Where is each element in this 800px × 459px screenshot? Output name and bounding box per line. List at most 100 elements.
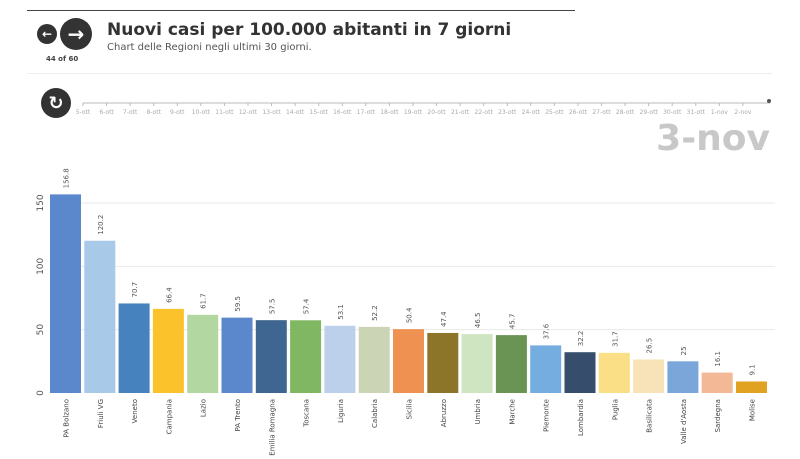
timeline-tick-label[interactable]: 21-ott [451,109,470,116]
bar-value-label: 66.4 [165,287,173,303]
bar[interactable] [118,303,150,393]
chart-title: Nuovi casi per 100.000 abitanti in 7 gio… [107,20,512,40]
slide-counter: 44 of 60 [46,55,79,63]
bar-value-label: 47.4 [440,311,448,327]
timeline-tick-label[interactable]: 30-ott [663,109,682,116]
bar-value-label: 16.1 [714,351,722,367]
timeline-tick-label[interactable]: 29-ott [640,109,659,116]
category-label: Sardegna [714,399,722,432]
bar-value-label: 26.5 [646,338,654,354]
bar[interactable] [84,240,116,393]
category-label: Toscana [303,399,311,428]
category-label: Calabria [371,399,379,428]
bar-value-label: 57.4 [303,298,311,314]
timeline-tick-label[interactable]: 24-ott [522,109,541,116]
category-label: Friuli VG [97,399,105,428]
bar-value-label: 37.6 [543,323,551,339]
category-label: Puglia [611,399,619,420]
timeline-tick-label[interactable]: 1-nov [711,109,728,116]
category-label: Molise [749,399,757,421]
category-label: Valle d'Aosta [680,399,688,444]
timeline-handle[interactable] [767,99,771,103]
category-label: Lazio [200,399,208,417]
y-tick-label: 150 [36,194,46,211]
timeline-tick-label[interactable]: 6-ott [99,109,114,116]
bar-value-label: 46.5 [474,313,482,329]
category-label: Abruzzo [440,399,448,427]
category-label: Piemonte [543,399,551,432]
bar-value-label: 53.1 [337,304,345,320]
bar[interactable] [461,334,493,393]
y-tick-label: 100 [36,257,46,274]
bar[interactable] [495,335,527,393]
header-divider [27,73,772,74]
replay-button[interactable]: ↻ [41,88,71,118]
category-label: Veneto [131,399,139,423]
category-label: Sicilia [406,399,414,419]
bar[interactable] [187,314,219,393]
category-label: Marche [508,399,516,425]
timeline-tick-label[interactable]: 31-ott [687,109,706,116]
bar[interactable] [393,329,424,393]
timeline-tick-label[interactable]: 16-ott [333,109,352,116]
bar-value-label: 59.5 [234,296,242,312]
bar[interactable] [564,352,596,393]
bar[interactable] [598,352,630,393]
prev-button[interactable]: ← [37,24,57,44]
current-date: 3-nov [656,118,770,159]
bar-value-label: 50.4 [406,307,414,323]
timeline-tick-label[interactable]: 9-ott [170,109,185,116]
bar-value-label: 61.7 [200,293,208,309]
next-button[interactable]: → [60,18,92,50]
timeline-tick-label[interactable]: 7-ott [123,109,138,116]
bar[interactable] [324,325,356,393]
bar[interactable] [221,317,253,393]
bar-value-label: 52.2 [371,305,379,321]
category-label: PA Trento [234,399,242,432]
timeline-tick-label[interactable]: 14-ott [286,109,305,116]
timeline-tick-label[interactable]: 23-ott [498,109,517,116]
timeline-tick-label[interactable]: 26-ott [569,109,588,116]
timeline-tick-label[interactable]: 18-ott [380,109,399,116]
y-tick-label: 50 [36,324,46,336]
replay-icon: ↻ [48,92,64,114]
timeline-tick-label[interactable]: 19-ott [404,109,423,116]
timeline-tick-label[interactable]: 10-ott [192,109,211,116]
timeline-tick-label[interactable]: 20-ott [427,109,446,116]
category-label: Lombardia [577,399,585,436]
bar[interactable] [255,320,287,393]
bar[interactable] [50,194,81,393]
timeline-tick-label[interactable]: 28-ott [616,109,635,116]
category-label: Campania [165,399,173,434]
bar[interactable] [667,361,699,393]
timeline-tick-label[interactable]: 11-ott [215,109,234,116]
timeline-tick-label[interactable]: 12-ott [239,109,258,116]
bar-value-label: 32.2 [577,331,585,347]
timeline-tick-label[interactable]: 25-ott [545,109,564,116]
bar[interactable] [358,326,390,393]
bar-value-label: 45.7 [508,314,516,330]
timeline-tick-label[interactable]: 22-ott [475,109,494,116]
bar[interactable] [530,345,562,393]
bar-value-label: 25 [680,346,688,355]
timeline-tick-label[interactable]: 2-nov [734,109,751,116]
bar[interactable] [427,332,459,393]
category-label: Liguria [337,399,345,423]
bar[interactable] [290,320,322,393]
bar-value-label: 57.5 [268,299,276,315]
category-label: Basilicata [646,399,654,433]
bar[interactable] [736,381,767,393]
bar-value-label: 70.7 [131,282,139,298]
timeline-tick-label[interactable]: 27-ott [592,109,611,116]
timeline-tick-label[interactable]: 15-ott [310,109,329,116]
timeline-tick-label[interactable]: 13-ott [262,109,281,116]
bar[interactable] [152,308,184,393]
bar-value-label: 156.8 [63,168,71,188]
bar[interactable] [701,372,733,393]
timeline-tick-label[interactable]: 17-ott [357,109,376,116]
arrow-right-icon: → [67,22,85,46]
bar[interactable] [633,359,665,393]
timeline-tick-label[interactable]: 8-ott [146,109,161,116]
timeline-tick-label[interactable]: 5-ott [76,109,91,116]
